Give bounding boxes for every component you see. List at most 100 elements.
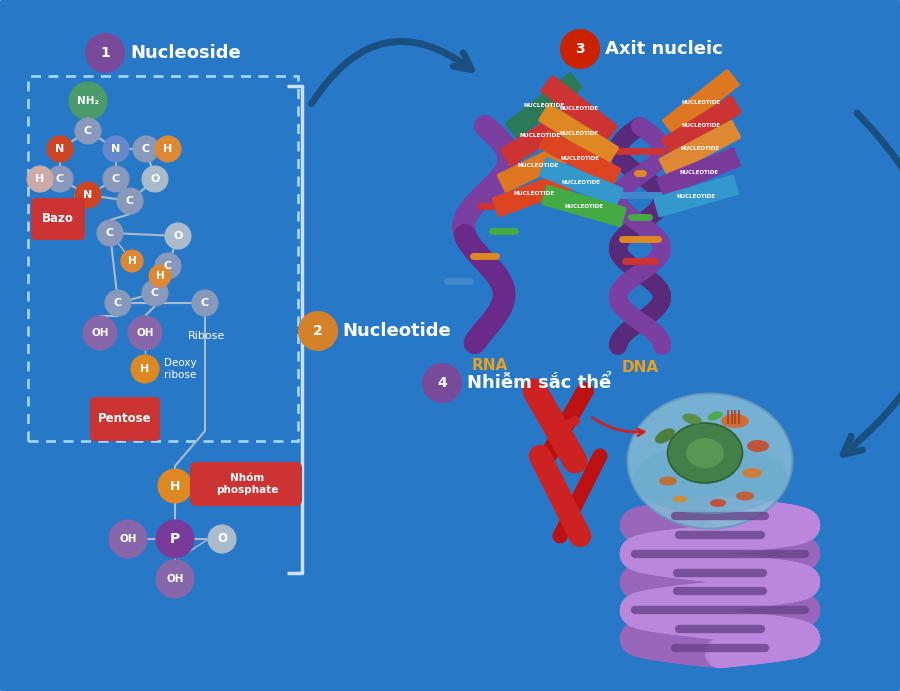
Circle shape <box>299 312 337 350</box>
FancyBboxPatch shape <box>491 170 577 217</box>
Text: C: C <box>56 174 64 184</box>
Circle shape <box>165 223 191 249</box>
Text: Ribose: Ribose <box>188 331 225 341</box>
Circle shape <box>131 355 159 383</box>
FancyBboxPatch shape <box>505 72 583 139</box>
Circle shape <box>155 136 181 162</box>
FancyBboxPatch shape <box>190 462 302 506</box>
Text: NUCLEOTIDE: NUCLEOTIDE <box>520 133 561 138</box>
Ellipse shape <box>682 413 702 424</box>
Text: RNA: RNA <box>472 357 508 372</box>
Text: C: C <box>84 126 92 136</box>
Text: NUCLEOTIDE: NUCLEOTIDE <box>680 169 718 175</box>
Ellipse shape <box>633 444 788 514</box>
FancyArrowPatch shape <box>843 113 900 454</box>
Text: H: H <box>128 256 137 266</box>
Circle shape <box>47 136 73 162</box>
Ellipse shape <box>673 495 687 502</box>
Ellipse shape <box>742 468 762 478</box>
Text: NUCLEOTIDE: NUCLEOTIDE <box>681 100 720 105</box>
Ellipse shape <box>721 414 749 428</box>
Text: C: C <box>112 174 120 184</box>
Ellipse shape <box>659 477 677 486</box>
Text: NUCLEOTIDE: NUCLEOTIDE <box>518 163 559 168</box>
FancyBboxPatch shape <box>540 75 618 142</box>
Text: NH₂: NH₂ <box>77 96 99 106</box>
Text: NUCLEOTIDE: NUCLEOTIDE <box>680 146 719 151</box>
Circle shape <box>142 280 168 306</box>
FancyBboxPatch shape <box>539 130 622 187</box>
Text: Nhiễm sắc thể: Nhiễm sắc thể <box>467 374 611 392</box>
Circle shape <box>75 118 101 144</box>
Text: O: O <box>174 231 183 241</box>
Circle shape <box>561 30 599 68</box>
Circle shape <box>47 166 73 192</box>
FancyBboxPatch shape <box>659 120 742 177</box>
Text: O: O <box>217 533 227 545</box>
Text: C: C <box>142 144 150 154</box>
Circle shape <box>103 136 129 162</box>
Text: H: H <box>156 271 165 281</box>
Text: H: H <box>170 480 180 493</box>
FancyBboxPatch shape <box>541 184 626 227</box>
Circle shape <box>109 520 147 558</box>
Text: O: O <box>150 174 159 184</box>
Circle shape <box>208 525 236 553</box>
Text: 1: 1 <box>100 46 110 60</box>
Ellipse shape <box>655 428 675 444</box>
FancyBboxPatch shape <box>497 138 580 193</box>
Ellipse shape <box>736 491 754 500</box>
FancyBboxPatch shape <box>538 104 619 164</box>
Circle shape <box>83 316 117 350</box>
Text: Nhóm
phosphate: Nhóm phosphate <box>216 473 278 495</box>
Text: NUCLEOTIDE: NUCLEOTIDE <box>682 124 721 129</box>
Text: NUCLEOTIDE: NUCLEOTIDE <box>523 103 564 108</box>
Circle shape <box>117 188 143 214</box>
Text: C: C <box>201 298 209 308</box>
Text: C: C <box>126 196 134 206</box>
Circle shape <box>192 290 218 316</box>
Circle shape <box>27 166 53 192</box>
Text: 4: 4 <box>437 376 447 390</box>
Text: P: P <box>170 532 180 546</box>
Ellipse shape <box>627 393 793 529</box>
Text: DNA: DNA <box>621 361 659 375</box>
Text: NUCLEOTIDE: NUCLEOTIDE <box>559 131 598 136</box>
Text: NUCLEOTIDE: NUCLEOTIDE <box>562 180 601 184</box>
Circle shape <box>86 34 124 72</box>
Text: Nucleotide: Nucleotide <box>342 322 451 340</box>
Text: C: C <box>106 228 114 238</box>
Text: 3: 3 <box>575 42 585 56</box>
Text: N: N <box>56 144 65 154</box>
FancyArrowPatch shape <box>592 417 644 436</box>
Ellipse shape <box>686 438 724 468</box>
Circle shape <box>156 560 194 598</box>
Text: H: H <box>140 364 149 374</box>
Text: N: N <box>112 144 121 154</box>
Circle shape <box>105 290 131 316</box>
Circle shape <box>69 82 107 120</box>
Text: Deoxy
ribose: Deoxy ribose <box>164 358 196 380</box>
Circle shape <box>75 182 101 208</box>
Circle shape <box>133 136 159 162</box>
Text: C: C <box>151 288 159 298</box>
Circle shape <box>128 316 162 350</box>
Ellipse shape <box>710 499 726 507</box>
Circle shape <box>423 364 461 402</box>
Text: 2: 2 <box>313 324 323 338</box>
Text: OH: OH <box>136 328 154 338</box>
Circle shape <box>158 469 192 503</box>
Text: C: C <box>114 298 122 308</box>
Circle shape <box>142 166 168 192</box>
FancyBboxPatch shape <box>500 106 580 167</box>
Text: NUCLEOTIDE: NUCLEOTIDE <box>677 193 716 198</box>
FancyBboxPatch shape <box>653 175 739 217</box>
Text: N: N <box>84 190 93 200</box>
Text: OH: OH <box>166 574 184 584</box>
FancyBboxPatch shape <box>662 69 740 136</box>
Text: OH: OH <box>119 534 137 544</box>
Circle shape <box>97 220 123 246</box>
Circle shape <box>156 520 194 558</box>
Circle shape <box>155 253 181 279</box>
Text: H: H <box>35 174 45 184</box>
